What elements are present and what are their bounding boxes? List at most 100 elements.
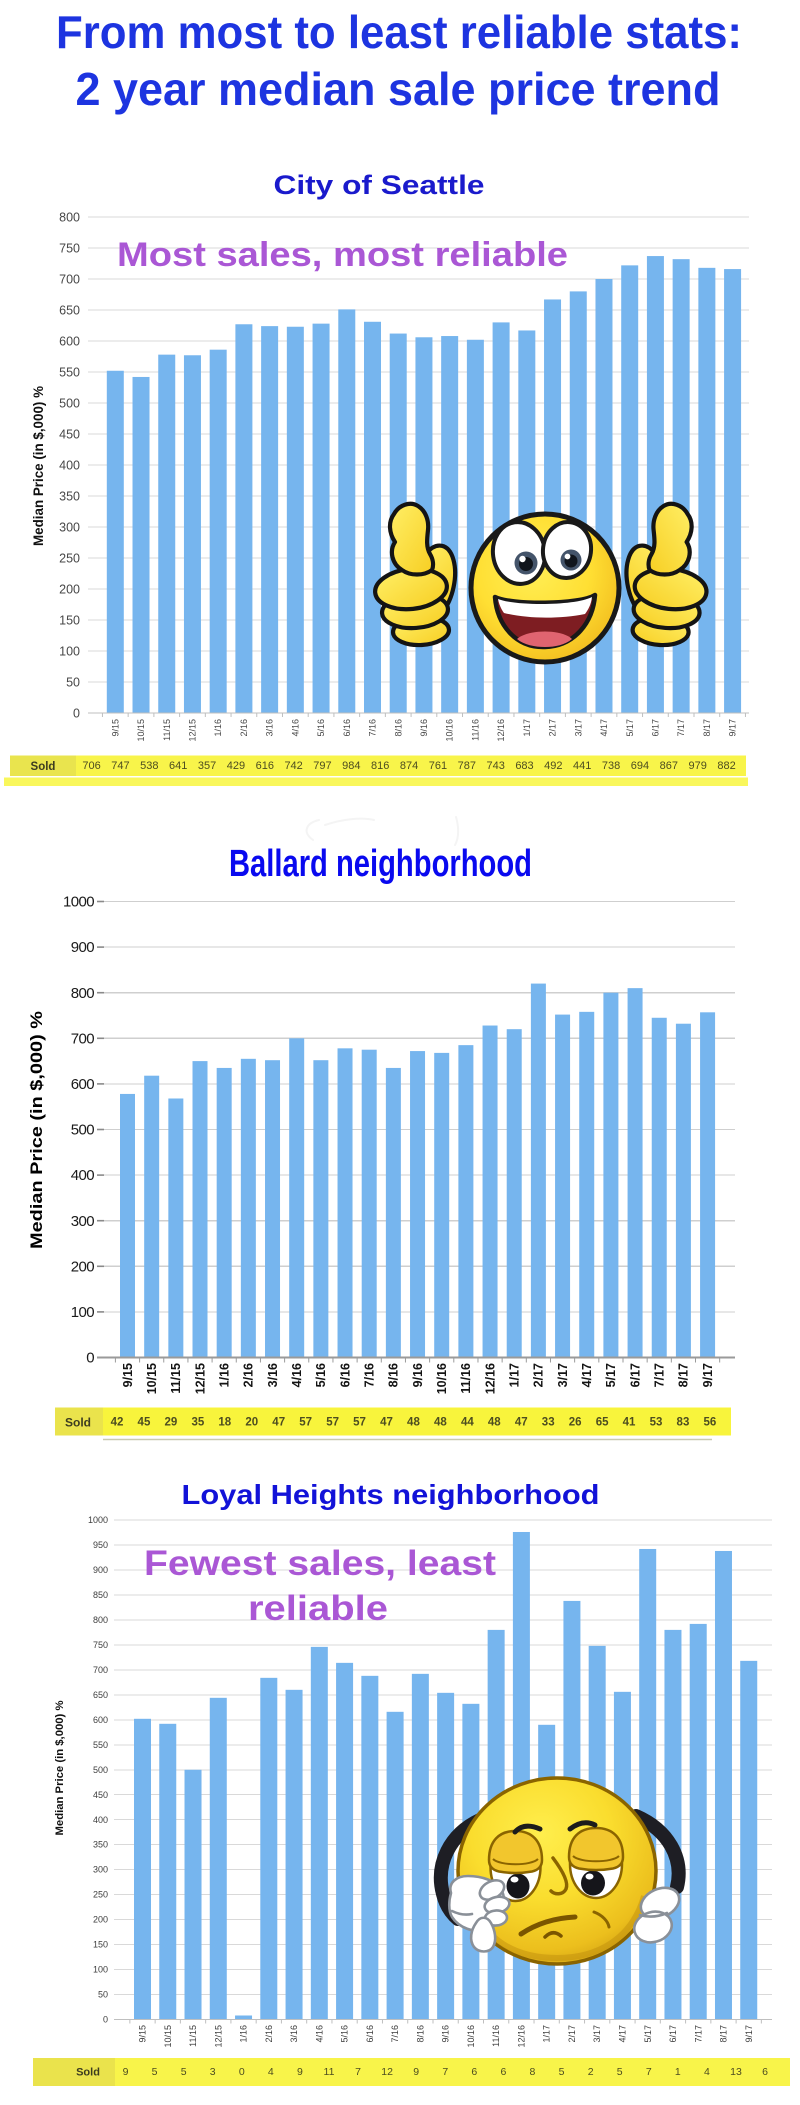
svg-text:10/16: 10/16 bbox=[445, 719, 455, 742]
svg-text:Median Price (in $,000) %: Median Price (in $,000) % bbox=[54, 1700, 66, 1835]
svg-text:9/17: 9/17 bbox=[728, 719, 738, 737]
svg-text:441: 441 bbox=[573, 760, 591, 772]
svg-text:Median Price (in $,000) %: Median Price (in $,000) % bbox=[27, 1011, 46, 1249]
svg-text:2/16: 2/16 bbox=[264, 2025, 274, 2043]
svg-text:8/17: 8/17 bbox=[702, 719, 712, 737]
svg-text:150: 150 bbox=[59, 613, 80, 627]
svg-text:900: 900 bbox=[93, 1565, 108, 1575]
svg-text:5: 5 bbox=[617, 2066, 623, 2078]
svg-text:761: 761 bbox=[429, 760, 447, 772]
svg-text:9: 9 bbox=[413, 2066, 419, 2078]
svg-text:300: 300 bbox=[59, 520, 80, 534]
svg-text:5/16: 5/16 bbox=[340, 2025, 350, 2043]
svg-text:6/17: 6/17 bbox=[668, 2025, 678, 2043]
svg-text:700: 700 bbox=[71, 1030, 94, 1047]
svg-text:200: 200 bbox=[93, 1915, 108, 1925]
svg-text:12: 12 bbox=[381, 2066, 393, 2078]
svg-text:3/17: 3/17 bbox=[573, 719, 583, 737]
svg-text:3/17: 3/17 bbox=[592, 2025, 602, 2043]
svg-text:50: 50 bbox=[98, 1990, 108, 2000]
svg-text:984: 984 bbox=[342, 760, 360, 772]
svg-text:5/17: 5/17 bbox=[643, 2025, 653, 2043]
svg-text:400: 400 bbox=[71, 1167, 94, 1184]
svg-text:900: 900 bbox=[71, 939, 94, 956]
svg-text:0: 0 bbox=[73, 706, 80, 720]
svg-text:4/16: 4/16 bbox=[314, 2025, 324, 2043]
svg-text:57: 57 bbox=[353, 1416, 366, 1428]
svg-text:35: 35 bbox=[191, 1416, 204, 1428]
svg-text:200: 200 bbox=[59, 582, 80, 596]
svg-text:48: 48 bbox=[434, 1416, 447, 1428]
svg-text:47: 47 bbox=[515, 1416, 528, 1428]
svg-text:797: 797 bbox=[313, 760, 331, 772]
svg-text:Ballard neighborhood: Ballard neighborhood bbox=[229, 843, 532, 885]
svg-text:7/17: 7/17 bbox=[676, 719, 686, 737]
svg-text:5/16: 5/16 bbox=[314, 1363, 328, 1387]
svg-text:11/15: 11/15 bbox=[169, 1363, 183, 1394]
svg-text:650: 650 bbox=[59, 303, 80, 317]
svg-text:26: 26 bbox=[569, 1416, 582, 1428]
svg-text:9/16: 9/16 bbox=[419, 719, 429, 737]
svg-text:600: 600 bbox=[59, 334, 80, 348]
svg-text:4/17: 4/17 bbox=[618, 2025, 628, 2043]
svg-text:11/15: 11/15 bbox=[188, 2025, 198, 2047]
svg-text:5: 5 bbox=[152, 2066, 158, 2078]
svg-text:0: 0 bbox=[103, 2015, 108, 2025]
svg-text:Sold: Sold bbox=[65, 1416, 91, 1430]
svg-text:7/16: 7/16 bbox=[368, 719, 378, 737]
svg-text:6/17: 6/17 bbox=[628, 1363, 642, 1387]
svg-text:3/16: 3/16 bbox=[289, 2025, 299, 2043]
svg-text:48: 48 bbox=[407, 1416, 420, 1428]
svg-text:5/16: 5/16 bbox=[316, 719, 326, 737]
svg-text:Most sales, most reliable: Most sales, most reliable bbox=[117, 236, 568, 274]
svg-text:8/17: 8/17 bbox=[719, 2025, 729, 2043]
svg-text:Loyal Heights neighborhood: Loyal Heights neighborhood bbox=[182, 1479, 600, 1510]
svg-text:150: 150 bbox=[93, 1940, 108, 1950]
svg-text:250: 250 bbox=[93, 1890, 108, 1900]
svg-text:747: 747 bbox=[111, 760, 129, 772]
svg-text:11/15: 11/15 bbox=[162, 719, 172, 741]
svg-text:694: 694 bbox=[631, 760, 649, 772]
svg-text:6: 6 bbox=[762, 2066, 768, 2078]
svg-text:250: 250 bbox=[59, 551, 80, 565]
svg-text:5: 5 bbox=[559, 2066, 565, 2078]
svg-text:8/17: 8/17 bbox=[677, 1363, 691, 1387]
svg-text:42: 42 bbox=[111, 1416, 124, 1428]
svg-text:1/17: 1/17 bbox=[542, 2025, 552, 2043]
svg-text:9/15: 9/15 bbox=[121, 1363, 135, 1387]
svg-text:7: 7 bbox=[355, 2066, 361, 2078]
svg-text:Fewest sales, least: Fewest sales, least bbox=[144, 1544, 496, 1583]
svg-text:1000: 1000 bbox=[88, 1515, 108, 1525]
svg-text:300: 300 bbox=[71, 1213, 94, 1230]
svg-text:738: 738 bbox=[602, 760, 620, 772]
svg-text:882: 882 bbox=[717, 760, 735, 772]
svg-text:3/16: 3/16 bbox=[265, 719, 275, 737]
svg-text:600: 600 bbox=[93, 1715, 108, 1725]
svg-text:1: 1 bbox=[675, 2066, 681, 2078]
svg-text:300: 300 bbox=[93, 1865, 108, 1875]
svg-text:0: 0 bbox=[239, 2066, 245, 2078]
svg-text:Median Price (in $,000) %: Median Price (in $,000) % bbox=[30, 385, 46, 546]
svg-text:13: 13 bbox=[730, 2066, 742, 2078]
svg-text:800: 800 bbox=[59, 210, 80, 224]
svg-text:20: 20 bbox=[245, 1416, 258, 1428]
svg-text:53: 53 bbox=[650, 1416, 663, 1428]
svg-text:6/16: 6/16 bbox=[342, 719, 352, 737]
svg-text:429: 429 bbox=[227, 760, 245, 772]
svg-text:12/16: 12/16 bbox=[516, 2025, 526, 2048]
svg-text:7/16: 7/16 bbox=[362, 1363, 376, 1387]
svg-text:10/15: 10/15 bbox=[163, 2025, 173, 2048]
svg-text:100: 100 bbox=[59, 644, 80, 658]
svg-text:0: 0 bbox=[86, 1350, 94, 1367]
svg-text:reliable: reliable bbox=[248, 1589, 388, 1628]
svg-text:9: 9 bbox=[123, 2066, 129, 2078]
svg-text:743: 743 bbox=[486, 760, 504, 772]
svg-text:500: 500 bbox=[71, 1122, 94, 1139]
svg-text:2/16: 2/16 bbox=[242, 1363, 256, 1387]
svg-text:816: 816 bbox=[371, 760, 389, 772]
svg-text:From most to least reliable st: From most to least reliable stats: bbox=[56, 6, 742, 58]
svg-text:2 year median sale price trend: 2 year median sale price trend bbox=[76, 63, 721, 115]
svg-text:18: 18 bbox=[218, 1416, 231, 1428]
svg-text:616: 616 bbox=[256, 760, 274, 772]
svg-text:6/17: 6/17 bbox=[650, 719, 660, 737]
